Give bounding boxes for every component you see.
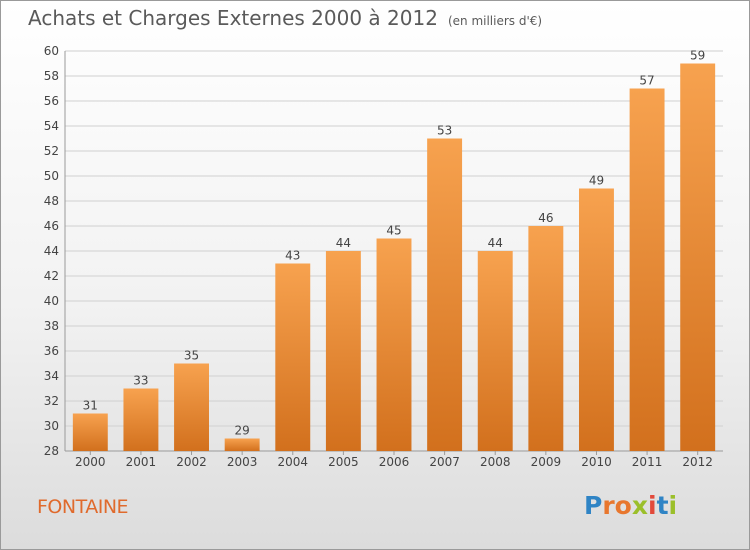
bar bbox=[174, 363, 210, 451]
logo-letter: x bbox=[631, 491, 648, 520]
bar-value-label: 49 bbox=[589, 174, 604, 188]
bar bbox=[376, 238, 412, 451]
y-tick-label: 58 bbox=[44, 69, 59, 83]
bar bbox=[325, 251, 361, 451]
x-tick-label: 2012 bbox=[682, 455, 713, 469]
x-tick-label: 2003 bbox=[227, 455, 258, 469]
x-tick-label: 2006 bbox=[379, 455, 410, 469]
y-tick-label: 34 bbox=[44, 369, 59, 383]
bar-value-label: 44 bbox=[488, 236, 503, 250]
bar bbox=[477, 251, 513, 451]
chart-title-text: Achats et Charges Externes 2000 à 2012 bbox=[28, 6, 438, 30]
logo-letter: o bbox=[614, 491, 632, 520]
y-tick-label: 32 bbox=[44, 394, 59, 408]
bar bbox=[72, 413, 108, 451]
bar-value-label: 43 bbox=[285, 249, 300, 263]
logo-letter: r bbox=[602, 491, 615, 520]
y-tick-label: 30 bbox=[44, 419, 59, 433]
y-tick-label: 52 bbox=[44, 144, 59, 158]
logo-letter: t bbox=[656, 491, 669, 520]
chart-title: Achats et Charges Externes 2000 à 2012 (e… bbox=[28, 6, 542, 30]
logo-letter: P bbox=[584, 491, 603, 520]
bar bbox=[629, 88, 665, 451]
y-tick-label: 60 bbox=[44, 44, 59, 58]
x-tick-label: 2002 bbox=[176, 455, 207, 469]
bar bbox=[680, 63, 716, 451]
bar-value-label: 29 bbox=[235, 424, 250, 438]
x-tick-label: 2010 bbox=[581, 455, 612, 469]
bar-value-label: 44 bbox=[336, 236, 351, 250]
proxiti-logo: Proxiti bbox=[584, 491, 677, 520]
y-tick-label: 46 bbox=[44, 219, 59, 233]
x-tick-label: 2001 bbox=[126, 455, 157, 469]
bar-value-label: 33 bbox=[133, 374, 148, 388]
bar-value-label: 45 bbox=[386, 224, 401, 238]
bar bbox=[123, 388, 159, 451]
bar-value-label: 46 bbox=[538, 211, 553, 225]
bar bbox=[578, 188, 614, 451]
logo-letter: i bbox=[648, 491, 657, 520]
x-tick-label: 2004 bbox=[277, 455, 308, 469]
bar-value-label: 31 bbox=[83, 399, 98, 413]
bar bbox=[528, 226, 564, 451]
commune-name: FONTAINE bbox=[37, 496, 129, 518]
x-tick-label: 2011 bbox=[632, 455, 663, 469]
y-tick-label: 38 bbox=[44, 319, 59, 333]
y-tick-label: 42 bbox=[44, 269, 59, 283]
x-tick-label: 2007 bbox=[429, 455, 460, 469]
y-tick-label: 40 bbox=[44, 294, 59, 308]
x-tick-label: 2008 bbox=[480, 455, 511, 469]
y-tick-label: 44 bbox=[44, 244, 59, 258]
bar-value-label: 57 bbox=[639, 74, 654, 88]
x-tick-label: 2009 bbox=[531, 455, 562, 469]
x-tick-label: 2000 bbox=[75, 455, 106, 469]
bar-value-label: 35 bbox=[184, 349, 199, 363]
bar-value-label: 53 bbox=[437, 124, 452, 138]
logo-letter: i bbox=[668, 491, 678, 520]
y-tick-label: 36 bbox=[44, 344, 59, 358]
chart-subtitle: (en milliers d'€) bbox=[447, 14, 543, 28]
bar bbox=[275, 263, 311, 451]
y-tick-label: 28 bbox=[44, 444, 59, 458]
y-tick-label: 54 bbox=[44, 119, 59, 133]
y-tick-label: 56 bbox=[44, 94, 59, 108]
y-tick-label: 48 bbox=[44, 194, 59, 208]
y-tick-label: 50 bbox=[44, 169, 59, 183]
x-tick-label: 2005 bbox=[328, 455, 359, 469]
bar bbox=[427, 138, 463, 451]
bar bbox=[224, 438, 260, 451]
bar-value-label: 59 bbox=[690, 49, 705, 63]
